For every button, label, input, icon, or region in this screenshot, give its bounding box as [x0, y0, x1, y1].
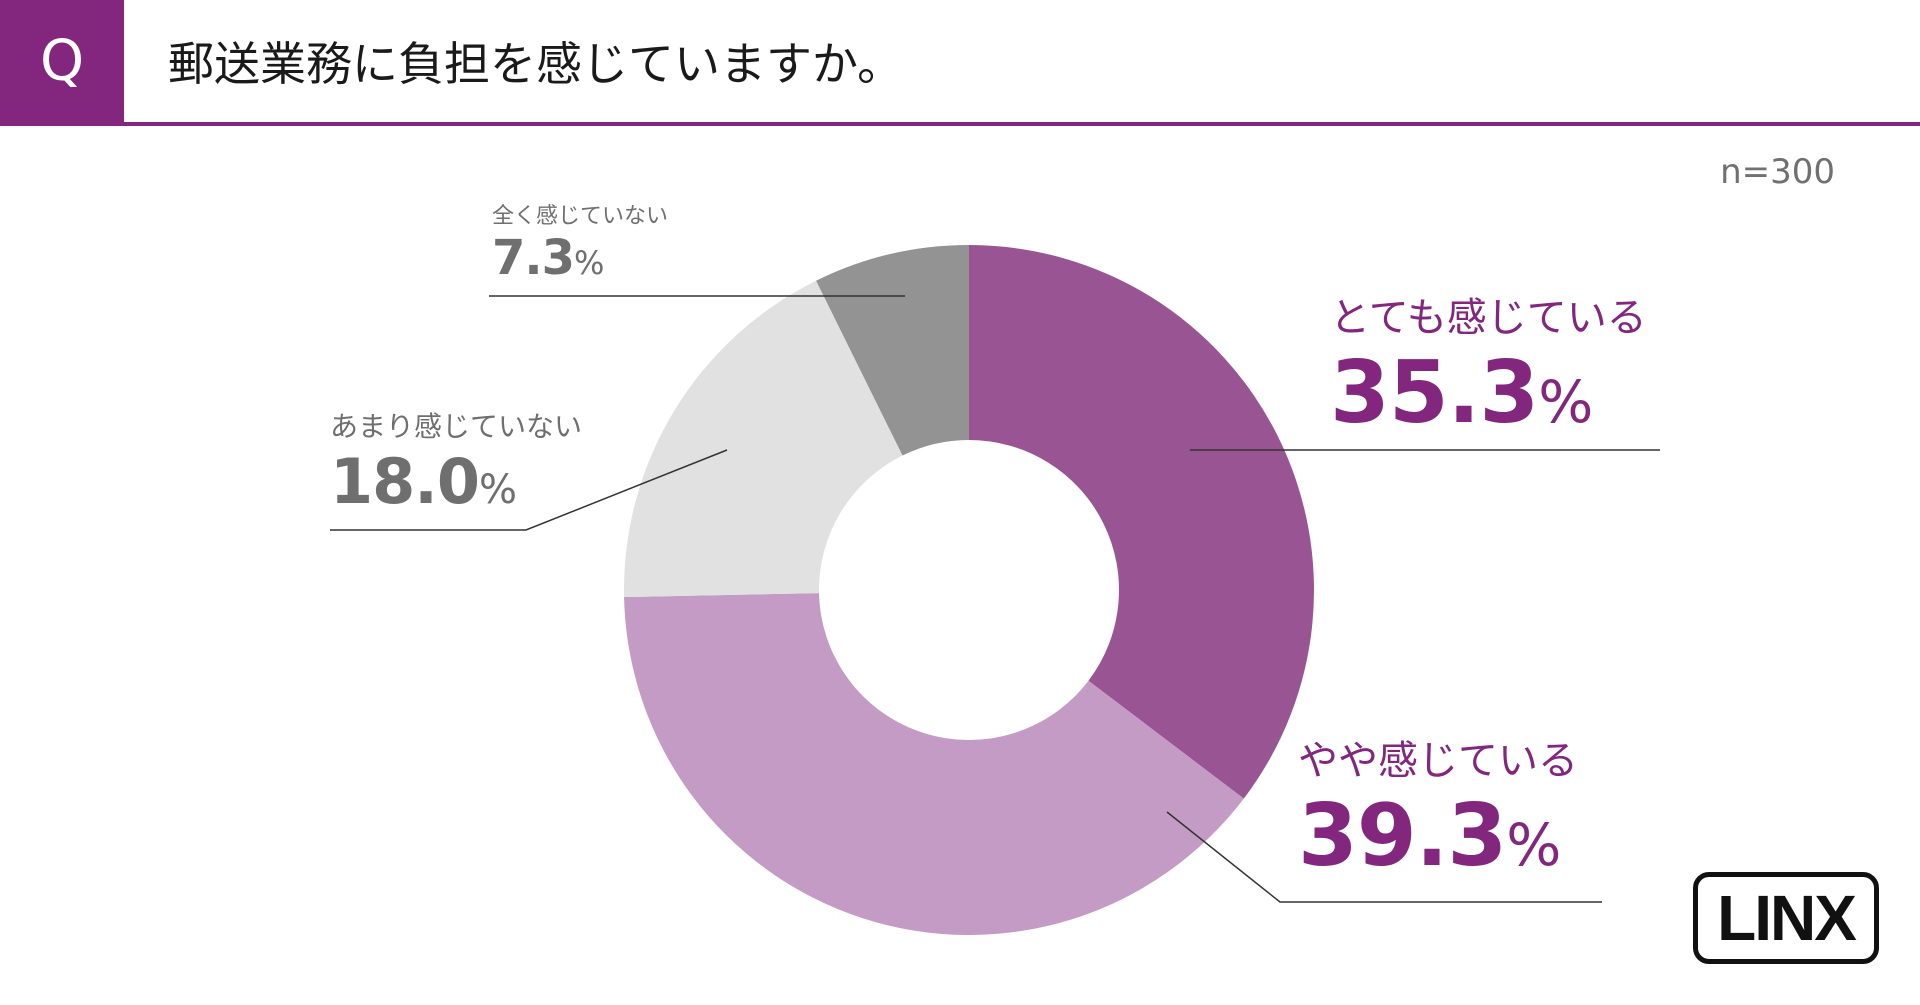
slice-name-3: 全く感じていない [492, 204, 669, 229]
slice-label-3: 全く感じていない 7.3% [492, 198, 668, 286]
slice-unit-1: % [1506, 811, 1562, 879]
donut-slice-3 [816, 245, 969, 456]
slice-value-3: 7.3 [492, 230, 575, 286]
leader-line-2 [330, 449, 728, 531]
slice-name-0: とても感じている [1330, 295, 1647, 341]
donut-slice-2 [624, 280, 903, 598]
slice-value-1: 39.3 [1298, 786, 1507, 886]
slice-value-2: 18.0 [330, 445, 480, 518]
slice-unit-2: % [478, 467, 517, 513]
question-title: 郵送業務に負担を感じていますか。 [168, 37, 904, 91]
linx-logo: LINX [1693, 872, 1879, 964]
header: Q 郵送業務に負担を感じていますか。 [0, 0, 1920, 128]
header-divider [0, 122, 1920, 126]
slice-name-2: あまり感じていない [330, 410, 583, 443]
slice-unit-0: % [1538, 368, 1594, 436]
donut-slice-1 [624, 593, 1244, 936]
slice-unit-3: % [574, 244, 605, 282]
donut-slice-0 [969, 245, 1315, 799]
sample-size: n=300 [1720, 152, 1835, 192]
slice-name-1: やや感じている [1298, 738, 1578, 784]
slice-label-0: とても感じている 35.3% [1330, 285, 1647, 443]
question-badge: Q [0, 0, 124, 124]
leader-line-1 [1166, 811, 1602, 903]
slice-label-2: あまり感じていない 18.0% [330, 405, 582, 518]
slice-label-1: やや感じている 39.3% [1298, 728, 1578, 886]
slice-value-0: 35.3 [1330, 343, 1539, 443]
